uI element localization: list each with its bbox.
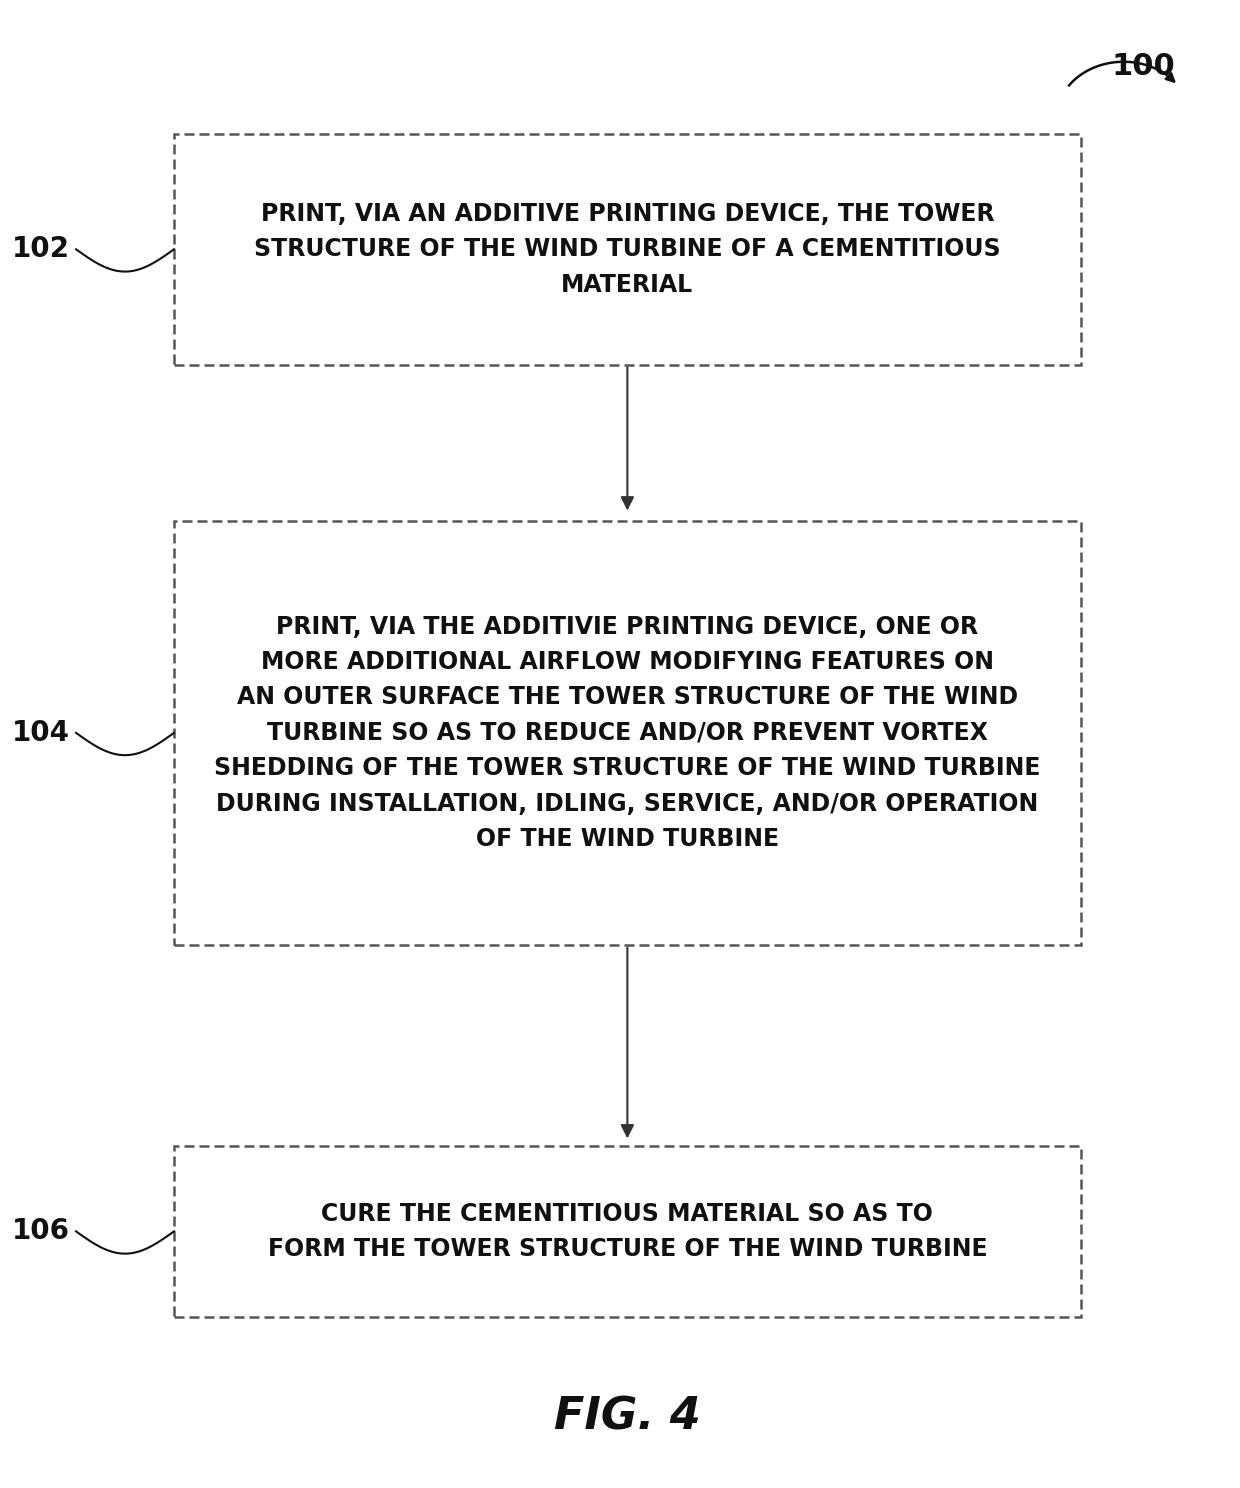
Bar (174, 1146, 1081, 1317)
Text: 104: 104 (12, 719, 69, 747)
Text: 106: 106 (12, 1217, 69, 1245)
Text: 100: 100 (1111, 52, 1176, 80)
Text: PRINT, VIA THE ADDITIVIE PRINTING DEVICE, ONE OR
MORE ADDITIONAL AIRFLOW MODIFYI: PRINT, VIA THE ADDITIVIE PRINTING DEVICE… (215, 615, 1040, 851)
Text: FIG. 4: FIG. 4 (554, 1396, 701, 1437)
Bar (174, 134, 1081, 365)
Bar (174, 521, 1081, 945)
Text: CURE THE CEMENTITIOUS MATERIAL SO AS TO
FORM THE TOWER STRUCTURE OF THE WIND TUR: CURE THE CEMENTITIOUS MATERIAL SO AS TO … (268, 1202, 987, 1260)
Text: 102: 102 (12, 235, 69, 263)
Text: PRINT, VIA AN ADDITIVE PRINTING DEVICE, THE TOWER
STRUCTURE OF THE WIND TURBINE : PRINT, VIA AN ADDITIVE PRINTING DEVICE, … (254, 202, 1001, 296)
